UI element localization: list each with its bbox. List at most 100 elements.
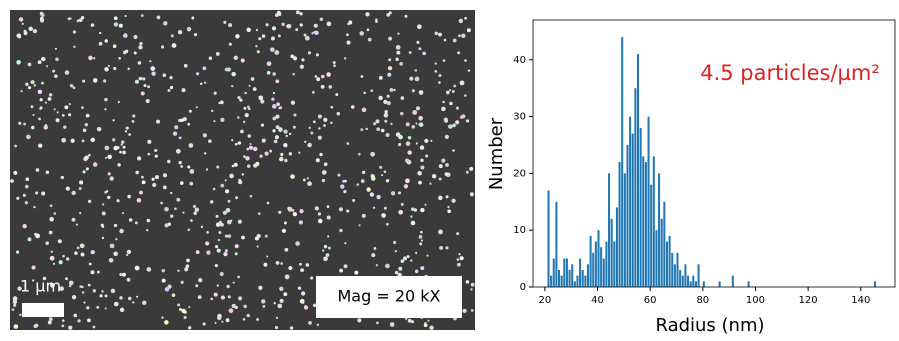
particle xyxy=(323,244,328,249)
particle xyxy=(161,268,165,273)
particle xyxy=(384,206,387,210)
particle xyxy=(124,130,128,133)
particle xyxy=(231,84,234,88)
particle xyxy=(396,50,401,55)
particle xyxy=(409,76,414,81)
particle xyxy=(171,293,176,297)
particle xyxy=(228,23,233,28)
particle xyxy=(422,51,426,56)
particle xyxy=(223,251,228,257)
particle xyxy=(136,198,142,203)
particle xyxy=(257,212,261,215)
particle xyxy=(137,156,142,161)
particle xyxy=(193,33,198,37)
particle xyxy=(405,122,410,127)
particle xyxy=(183,63,188,68)
particle xyxy=(452,149,455,152)
particle xyxy=(418,90,424,95)
particle xyxy=(43,125,48,130)
particle xyxy=(319,152,323,157)
particle xyxy=(237,141,242,145)
particle xyxy=(19,313,22,316)
particle xyxy=(240,129,244,134)
particle xyxy=(407,150,412,155)
particle xyxy=(202,133,207,138)
particle xyxy=(63,125,67,129)
particle xyxy=(241,235,245,240)
particle xyxy=(160,201,163,205)
particle xyxy=(414,76,420,82)
particle xyxy=(234,142,238,146)
particle xyxy=(81,139,85,143)
particle xyxy=(394,249,398,253)
particle xyxy=(64,105,69,110)
particle xyxy=(285,134,288,138)
particle xyxy=(113,301,119,307)
particle xyxy=(346,40,351,45)
particle xyxy=(241,173,245,176)
bar xyxy=(673,264,676,287)
y-axis-label: Number xyxy=(486,117,507,190)
particle xyxy=(370,174,375,179)
particle xyxy=(427,319,430,322)
particle xyxy=(399,61,403,66)
particle xyxy=(102,203,105,206)
particle xyxy=(227,295,231,299)
bar xyxy=(550,275,553,287)
particle xyxy=(124,14,127,18)
particle xyxy=(261,138,266,143)
particle xyxy=(191,16,195,20)
particle xyxy=(281,228,287,234)
particle xyxy=(225,318,230,323)
bar xyxy=(560,275,563,287)
particle xyxy=(403,184,409,189)
particle xyxy=(278,127,283,132)
particle xyxy=(179,181,184,185)
particle xyxy=(54,47,57,50)
particle xyxy=(330,121,333,125)
particle xyxy=(188,109,192,113)
particle xyxy=(78,187,82,191)
particle xyxy=(119,273,123,276)
particle xyxy=(278,210,282,214)
particle xyxy=(393,240,397,245)
particle xyxy=(266,255,269,258)
particle xyxy=(99,294,103,298)
bar xyxy=(615,207,618,287)
particle xyxy=(142,77,146,81)
particle xyxy=(314,206,320,211)
particle xyxy=(134,79,139,84)
particle xyxy=(202,66,207,71)
bar xyxy=(668,235,671,287)
particle xyxy=(215,222,221,227)
particle xyxy=(432,174,437,179)
particle xyxy=(378,95,383,101)
particle xyxy=(438,74,442,77)
particle xyxy=(365,127,368,131)
particle xyxy=(470,309,474,312)
bar xyxy=(658,173,661,287)
particle xyxy=(277,34,281,38)
particle xyxy=(104,108,107,111)
particle xyxy=(90,250,95,255)
particle xyxy=(247,107,251,111)
bar xyxy=(689,281,692,287)
particle xyxy=(163,21,168,26)
particle xyxy=(22,193,26,197)
particle xyxy=(369,192,375,197)
particle xyxy=(442,100,445,104)
particle xyxy=(115,238,118,241)
particle xyxy=(323,256,328,262)
particle xyxy=(361,213,366,218)
particle xyxy=(266,61,272,66)
particle xyxy=(424,138,429,143)
particle xyxy=(215,245,219,249)
particle xyxy=(438,195,443,201)
particle xyxy=(45,170,50,175)
particle xyxy=(84,123,89,127)
particle xyxy=(240,58,245,63)
particle xyxy=(414,69,418,72)
particle xyxy=(80,15,85,20)
particle xyxy=(314,75,318,78)
particle xyxy=(184,267,189,272)
